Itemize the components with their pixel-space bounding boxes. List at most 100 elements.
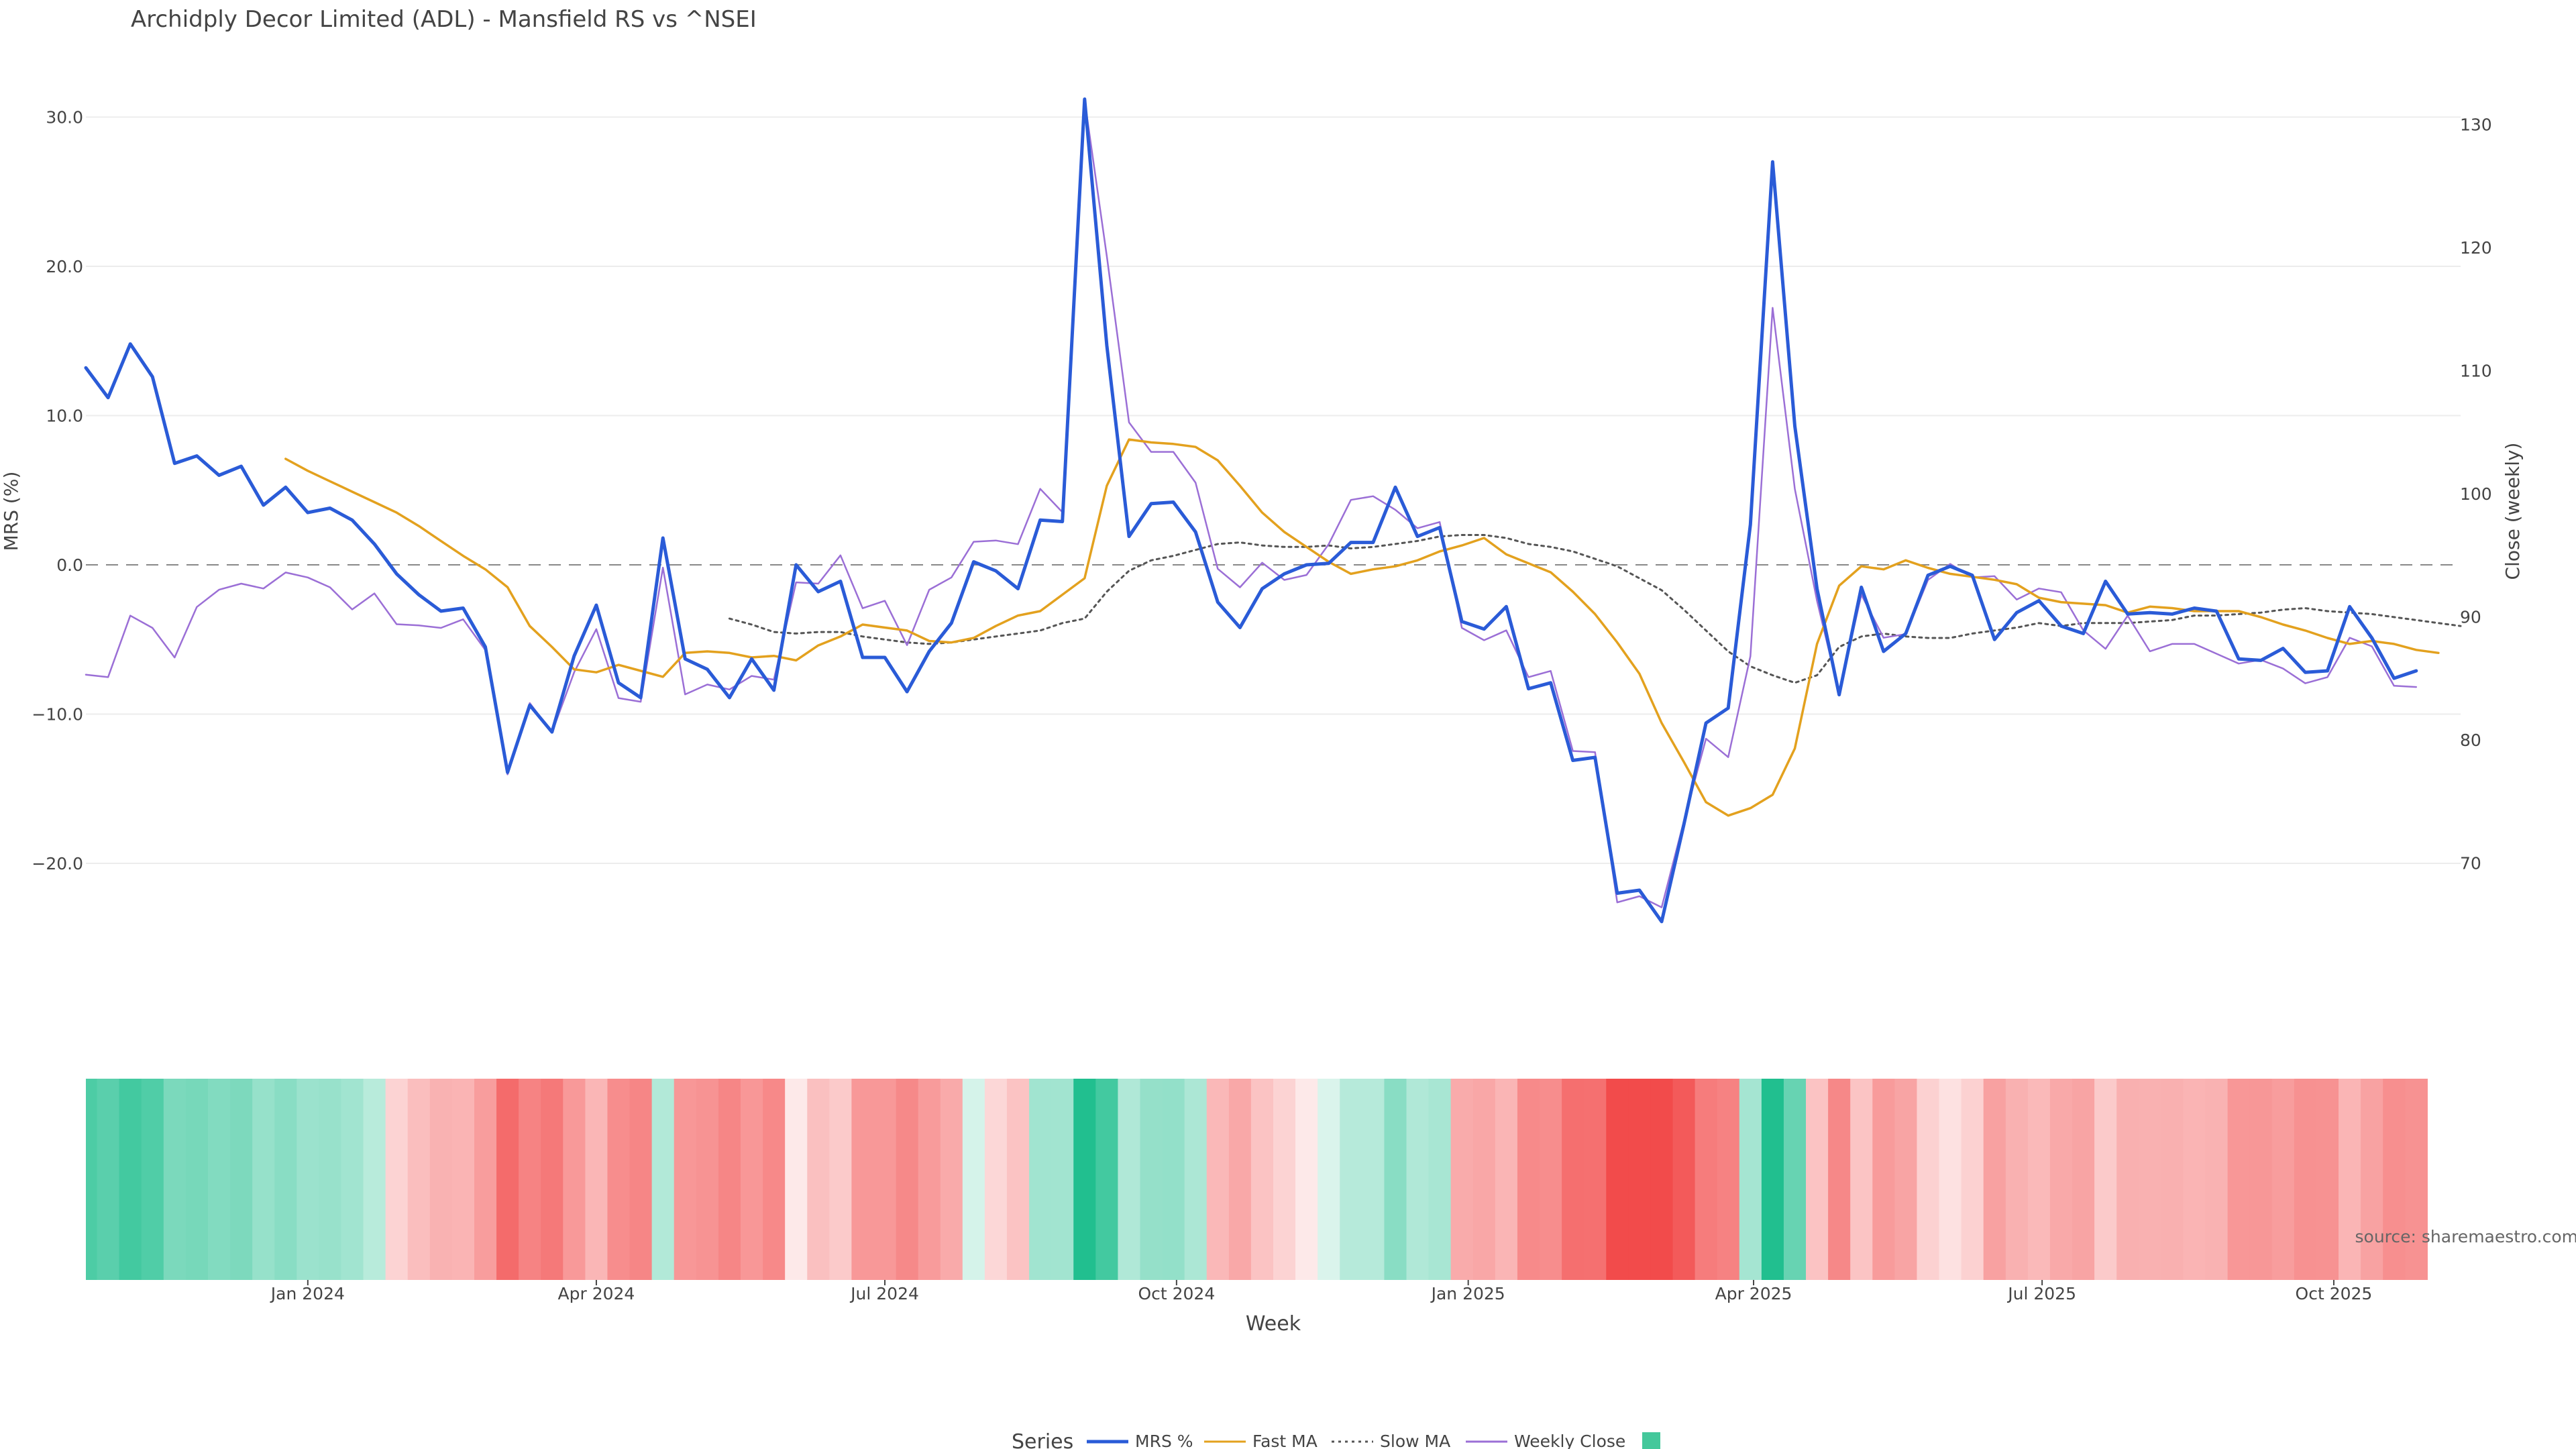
band-cell: [918, 1079, 941, 1280]
band-cell: [2271, 1079, 2295, 1280]
band-cell: [1318, 1079, 1340, 1280]
band-cell: [1606, 1079, 1629, 1280]
band-cell: [1073, 1079, 1096, 1280]
band-cell: [1362, 1079, 1385, 1280]
band-cell: [1983, 1079, 2006, 1280]
band-cell: [2116, 1079, 2139, 1280]
band-cell: [2183, 1079, 2206, 1280]
band-cell: [1184, 1079, 1208, 1280]
band-cell: [1228, 1079, 1252, 1280]
y-right-tick-label: 70: [2460, 854, 2481, 873]
band-cell: [2072, 1079, 2095, 1280]
band-cell: [651, 1079, 675, 1280]
x-tick-label: Oct 2024: [1138, 1284, 1215, 1303]
band-cell: [97, 1079, 120, 1280]
band-cell: [519, 1079, 541, 1280]
y-left-tick-label: −10.0: [32, 705, 83, 724]
band-cell: [2361, 1079, 2383, 1280]
band-cell: [2249, 1079, 2273, 1280]
band-cell: [1650, 1079, 1674, 1280]
legend-title: Series: [1012, 1430, 1073, 1449]
band-cell: [1828, 1079, 1851, 1280]
band-cell: [1428, 1079, 1452, 1280]
band-cell: [1517, 1079, 1540, 1280]
x-tick-label: Jul 2025: [2006, 1284, 2076, 1303]
y-right-tick-label: 130: [2460, 115, 2492, 135]
grid-layer: [86, 116, 2461, 864]
legend-label: Weekly Close: [1514, 1432, 1625, 1449]
y-right-tick-label: 100: [2460, 484, 2492, 504]
x-tick-label: Jul 2024: [849, 1284, 919, 1303]
band-cell: [2005, 1079, 2029, 1280]
x-tick-label: Jan 2025: [1430, 1284, 1505, 1303]
y-right-tick-label: 80: [2460, 731, 2481, 750]
band-cell: [851, 1079, 875, 1280]
band-cell: [385, 1079, 409, 1280]
band-cell: [1340, 1079, 1362, 1280]
band-cell: [2094, 1079, 2117, 1280]
band-cell: [763, 1079, 786, 1280]
axis-layer: 30.0 20.0 10.0 0.0 −10.0 −20.0 130 120 110 100 90 8…: [32, 108, 2491, 1304]
legend-label: Slow MA: [1380, 1432, 1450, 1449]
band-cell: [451, 1079, 475, 1280]
band-cell: [718, 1079, 741, 1280]
band-cell: [940, 1079, 963, 1280]
band-cell: [429, 1079, 453, 1280]
band-cell: [1540, 1079, 1562, 1280]
x-tick-label: Jan 2024: [270, 1284, 345, 1303]
y-axis-left-label: MRS (%): [0, 472, 22, 551]
band-cell: [2383, 1079, 2406, 1280]
y-left-tick-label: −20.0: [32, 854, 83, 873]
band-cell: [1939, 1079, 1962, 1280]
legend: Series MRS % Fast MA Slow MA Weekly Close: [1012, 1430, 1660, 1449]
y-right-tick-label: 110: [2460, 362, 2492, 381]
y-left-tick-label: 0.0: [56, 555, 83, 575]
band-cell: [297, 1079, 319, 1280]
band-cell: [1628, 1079, 1652, 1280]
band-cell: [1095, 1079, 1119, 1280]
band-cell: [1894, 1079, 1918, 1280]
band-cell: [1562, 1079, 1585, 1280]
band-cell: [1140, 1079, 1163, 1280]
band-cell: [319, 1079, 342, 1280]
band-cell: [607, 1079, 631, 1280]
y-axis-right-label: Close (weekly): [2502, 443, 2524, 580]
band-cell: [1406, 1079, 1430, 1280]
x-tick-label: Apr 2024: [558, 1284, 635, 1303]
x-axis-label: Week: [1246, 1312, 1301, 1336]
band-cell: [474, 1079, 497, 1280]
band-cell: [207, 1079, 231, 1280]
band-cell: [896, 1079, 919, 1280]
band-cell: [1051, 1079, 1074, 1280]
band-cell: [740, 1079, 763, 1280]
band-cell: [2339, 1079, 2361, 1280]
y-left-tick-label: 30.0: [46, 108, 83, 127]
band-cell: [1761, 1079, 1784, 1280]
band-cell: [2205, 1079, 2229, 1280]
y-right-tick-label: 120: [2460, 238, 2492, 258]
band-cell: [341, 1079, 364, 1280]
series-line-weekly-close: [85, 99, 2418, 908]
series-line-slow-ma: [728, 534, 2462, 684]
band-cell: [407, 1079, 431, 1280]
band-cell: [163, 1079, 186, 1280]
band-cell: [629, 1079, 653, 1280]
band-cell: [2294, 1079, 2317, 1280]
band-cell: [1739, 1079, 1762, 1280]
band-cell: [1695, 1079, 1718, 1280]
y-right-tick-label: 90: [2460, 608, 2481, 627]
band-cell: [829, 1079, 853, 1280]
band-cell: [1872, 1079, 1895, 1280]
band-cell: [252, 1079, 275, 1280]
band-cell: [1450, 1079, 1474, 1280]
band-cell: [86, 1079, 98, 1280]
band-cell: [1672, 1079, 1696, 1280]
band-cell: [1850, 1079, 1873, 1280]
series-layer: [84, 97, 2462, 924]
band-cell: [274, 1079, 297, 1280]
band-cell: [2227, 1079, 2251, 1280]
y-left-tick-label: 10.0: [46, 407, 83, 426]
band-cell: [2139, 1079, 2161, 1280]
band-cell: [962, 1079, 985, 1280]
